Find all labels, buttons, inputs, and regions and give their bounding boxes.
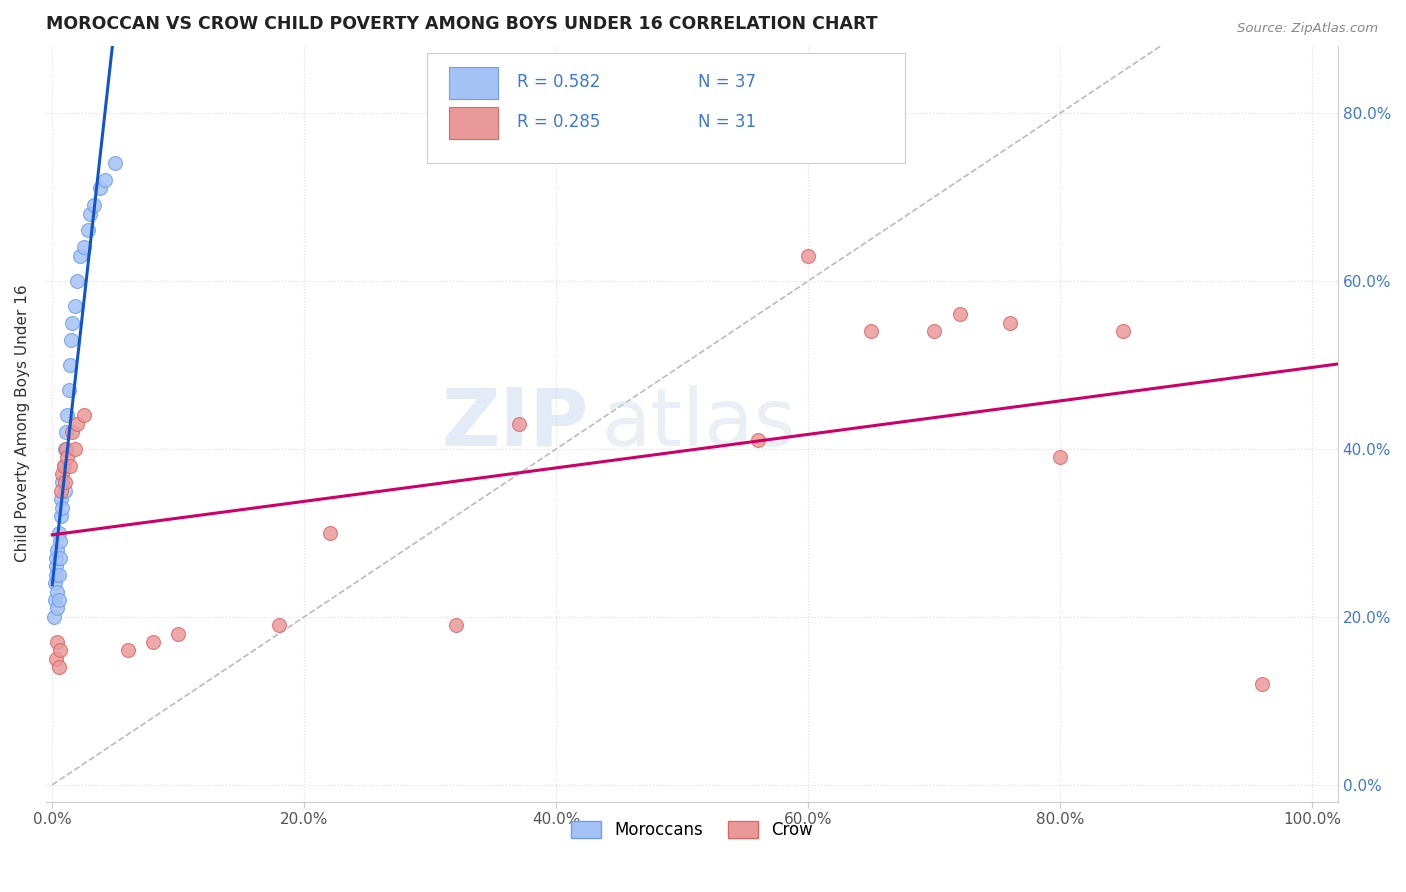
Point — [924, 324, 946, 338]
Y-axis label: Child Poverty Among Boys Under 16: Child Poverty Among Boys Under 16 — [15, 285, 30, 563]
Point — [44, 576, 66, 591]
Point — [94, 173, 117, 187]
Text: Source: ZipAtlas.com: Source: ZipAtlas.com — [1237, 22, 1378, 36]
Point — [53, 442, 76, 456]
Text: R = 0.582: R = 0.582 — [517, 73, 600, 91]
Point — [948, 308, 970, 322]
Point — [998, 316, 1021, 330]
Point — [49, 551, 72, 566]
Text: atlas: atlas — [602, 384, 796, 463]
Point — [59, 358, 82, 372]
FancyBboxPatch shape — [427, 54, 905, 163]
Point — [49, 483, 72, 498]
Point — [53, 483, 76, 498]
Point — [167, 626, 190, 640]
Legend: Moroccans, Crow: Moroccans, Crow — [564, 814, 820, 847]
FancyBboxPatch shape — [449, 67, 498, 99]
Point — [46, 635, 69, 649]
Point — [44, 593, 66, 607]
Point — [89, 181, 111, 195]
Point — [1251, 677, 1274, 691]
Point — [51, 467, 73, 481]
Point — [63, 299, 86, 313]
Point — [49, 492, 72, 507]
Point — [55, 425, 77, 439]
Point — [79, 207, 101, 221]
Point — [444, 618, 467, 632]
Point — [49, 534, 72, 549]
Point — [83, 198, 105, 212]
Point — [55, 442, 77, 456]
Point — [117, 643, 139, 657]
Text: N = 37: N = 37 — [699, 73, 756, 91]
Point — [104, 156, 127, 170]
Point — [48, 567, 70, 582]
Point — [142, 635, 165, 649]
Point — [45, 551, 67, 566]
Text: N = 31: N = 31 — [699, 113, 756, 131]
Point — [48, 525, 70, 540]
Point — [48, 660, 70, 674]
Point — [69, 249, 91, 263]
Point — [63, 442, 86, 456]
Point — [66, 274, 89, 288]
Point — [46, 542, 69, 557]
Point — [860, 324, 883, 338]
Point — [62, 425, 84, 439]
Point — [60, 333, 83, 347]
Point — [747, 434, 769, 448]
Point — [42, 609, 65, 624]
Point — [1049, 450, 1071, 465]
Point — [56, 408, 79, 422]
FancyBboxPatch shape — [449, 107, 498, 138]
Point — [49, 643, 72, 657]
Text: R = 0.285: R = 0.285 — [517, 113, 600, 131]
Point — [52, 458, 75, 473]
Point — [51, 475, 73, 490]
Point — [797, 249, 820, 263]
Point — [53, 475, 76, 490]
Point — [508, 417, 530, 431]
Point — [59, 458, 82, 473]
Point — [45, 559, 67, 574]
Point — [1112, 324, 1135, 338]
Point — [73, 408, 96, 422]
Point — [45, 652, 67, 666]
Point — [52, 458, 75, 473]
Text: ZIP: ZIP — [441, 384, 589, 463]
Point — [46, 601, 69, 615]
Point — [318, 525, 340, 540]
Point — [46, 584, 69, 599]
Point — [56, 450, 79, 465]
Text: MOROCCAN VS CROW CHILD POVERTY AMONG BOYS UNDER 16 CORRELATION CHART: MOROCCAN VS CROW CHILD POVERTY AMONG BOY… — [46, 15, 877, 33]
Point — [62, 316, 84, 330]
Point — [66, 417, 89, 431]
Point — [73, 240, 96, 254]
Point — [269, 618, 291, 632]
Point — [48, 593, 70, 607]
Point — [58, 383, 80, 397]
Point — [49, 508, 72, 523]
Point — [76, 223, 98, 237]
Point — [51, 500, 73, 515]
Point — [45, 567, 67, 582]
